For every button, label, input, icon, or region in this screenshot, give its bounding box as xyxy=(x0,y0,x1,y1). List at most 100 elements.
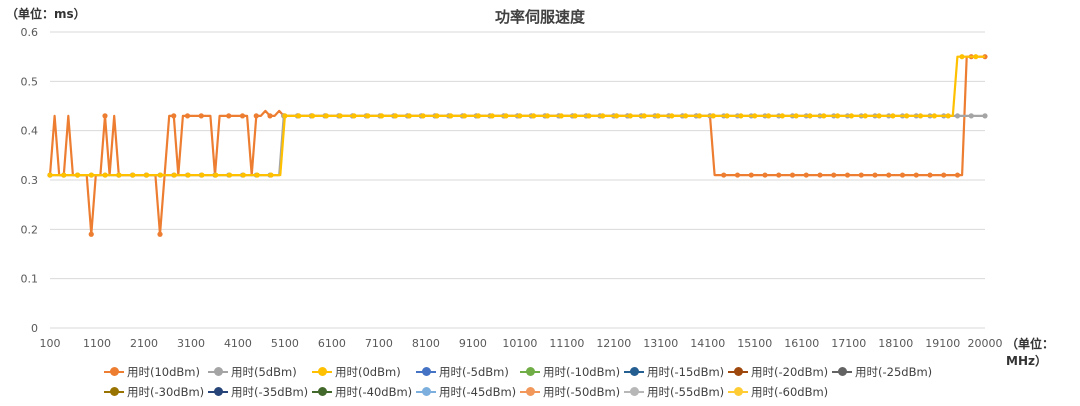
x-axis-label: （单位：MHz） xyxy=(1006,337,1055,368)
data-point xyxy=(406,113,412,119)
data-point xyxy=(817,172,823,178)
data-point xyxy=(835,113,841,119)
data-point xyxy=(655,113,661,119)
legend-item: 用时(-35dBm) xyxy=(204,382,308,402)
data-point xyxy=(157,172,164,178)
x-tick-label: 1100 xyxy=(83,337,111,350)
data-point xyxy=(927,172,933,178)
data-point xyxy=(776,172,782,178)
data-point xyxy=(982,113,988,119)
x-tick-label: 3100 xyxy=(177,337,205,350)
data-point xyxy=(309,113,316,119)
data-point xyxy=(351,113,357,119)
data-point xyxy=(858,172,864,178)
legend-item: 用时(-15dBm) xyxy=(620,362,724,382)
x-tick-label: 100 xyxy=(40,337,61,350)
legend-label: 用时(-55dBm) xyxy=(647,385,725,399)
data-point xyxy=(198,113,204,119)
data-point xyxy=(600,113,606,119)
data-point xyxy=(434,113,440,119)
legend-label: 用时(5dBm) xyxy=(231,365,297,379)
data-point xyxy=(848,113,855,119)
data-point xyxy=(268,172,274,178)
data-point xyxy=(572,113,578,119)
legend-marker-swatch xyxy=(526,367,535,376)
legend-item: 用时(-55dBm) xyxy=(620,382,724,402)
y-tick-label: 0 xyxy=(31,322,38,335)
data-point xyxy=(669,113,675,119)
legend-item: 用时(-5dBm) xyxy=(412,362,516,382)
legend-marker-swatch xyxy=(318,367,327,376)
legend-label: 用时(-45dBm) xyxy=(439,385,517,399)
series-line xyxy=(50,114,985,177)
legend-item: 用时(-10dBm) xyxy=(516,362,620,382)
legend-item: 用时(-20dBm) xyxy=(724,362,828,382)
x-tick-label: 11100 xyxy=(549,337,584,350)
legend-marker-swatch xyxy=(110,387,119,396)
data-point xyxy=(862,113,868,119)
legend-label: 用时(-35dBm) xyxy=(231,385,309,399)
legend-label: 用时(-10dBm) xyxy=(543,365,621,379)
data-point xyxy=(75,172,81,178)
legend-marker-swatch xyxy=(422,387,431,396)
data-point xyxy=(696,113,703,119)
legend-marker-swatch xyxy=(318,387,327,396)
legend-label: 用时(-30dBm) xyxy=(127,385,205,399)
y-tick-label: 0.1 xyxy=(21,273,39,286)
data-point xyxy=(683,113,689,119)
x-tick-label: 15100 xyxy=(737,337,772,350)
data-point xyxy=(337,113,343,119)
data-point xyxy=(253,113,259,119)
legend-marker-swatch xyxy=(110,367,119,376)
legend-marker-swatch xyxy=(734,387,743,396)
legend-label: 用时(-50dBm) xyxy=(543,385,621,399)
x-tick-label: 16100 xyxy=(784,337,819,350)
data-point xyxy=(88,172,95,178)
y-tick-label: 0.6 xyxy=(21,26,39,39)
data-point xyxy=(968,113,974,119)
data-point xyxy=(954,113,961,119)
data-point xyxy=(765,113,772,119)
data-point xyxy=(973,54,979,60)
x-tick-label: 7100 xyxy=(365,337,393,350)
legend-marker-swatch xyxy=(630,367,639,376)
y-tick-label: 0.4 xyxy=(21,125,39,138)
data-point xyxy=(734,172,741,178)
data-point xyxy=(752,113,758,119)
data-point xyxy=(185,172,191,178)
data-point xyxy=(88,231,94,237)
legend-label: 用时(-5dBm) xyxy=(439,365,509,379)
legend-label: 用时(-40dBm) xyxy=(335,385,413,399)
data-point xyxy=(762,172,768,178)
data-point xyxy=(586,113,592,119)
data-point xyxy=(254,172,260,178)
legend-item: 用时(5dBm) xyxy=(204,362,308,382)
data-point xyxy=(213,172,219,178)
x-tick-label: 10100 xyxy=(502,337,537,350)
data-point xyxy=(102,113,108,119)
data-point xyxy=(613,113,620,119)
legend-marker-swatch xyxy=(838,367,847,376)
data-point xyxy=(267,113,273,119)
data-point xyxy=(789,172,796,178)
data-point xyxy=(627,113,633,119)
legend-item: 用时(-25dBm) xyxy=(828,362,932,382)
data-point xyxy=(872,172,878,178)
data-point xyxy=(47,172,53,178)
x-tick-label: 9100 xyxy=(459,337,487,350)
data-point xyxy=(226,113,232,119)
data-point xyxy=(793,113,799,119)
data-point xyxy=(941,172,947,178)
y-axis-label: （单位：ms） xyxy=(6,7,86,21)
data-point xyxy=(420,113,426,119)
data-point xyxy=(461,113,468,119)
data-point xyxy=(886,172,892,178)
x-tick-label: 4100 xyxy=(224,337,252,350)
data-point xyxy=(945,113,951,119)
y-tick-label: 0.2 xyxy=(21,223,39,236)
x-tick-label: 13100 xyxy=(643,337,678,350)
data-point xyxy=(899,172,906,178)
legend-item: 用时(-45dBm) xyxy=(412,382,516,402)
legend-row: 用时(-30dBm) 用时(-35dBm) 用时(-40dBm) 用时(-45dBm)… xyxy=(100,382,980,402)
data-point xyxy=(913,172,919,178)
